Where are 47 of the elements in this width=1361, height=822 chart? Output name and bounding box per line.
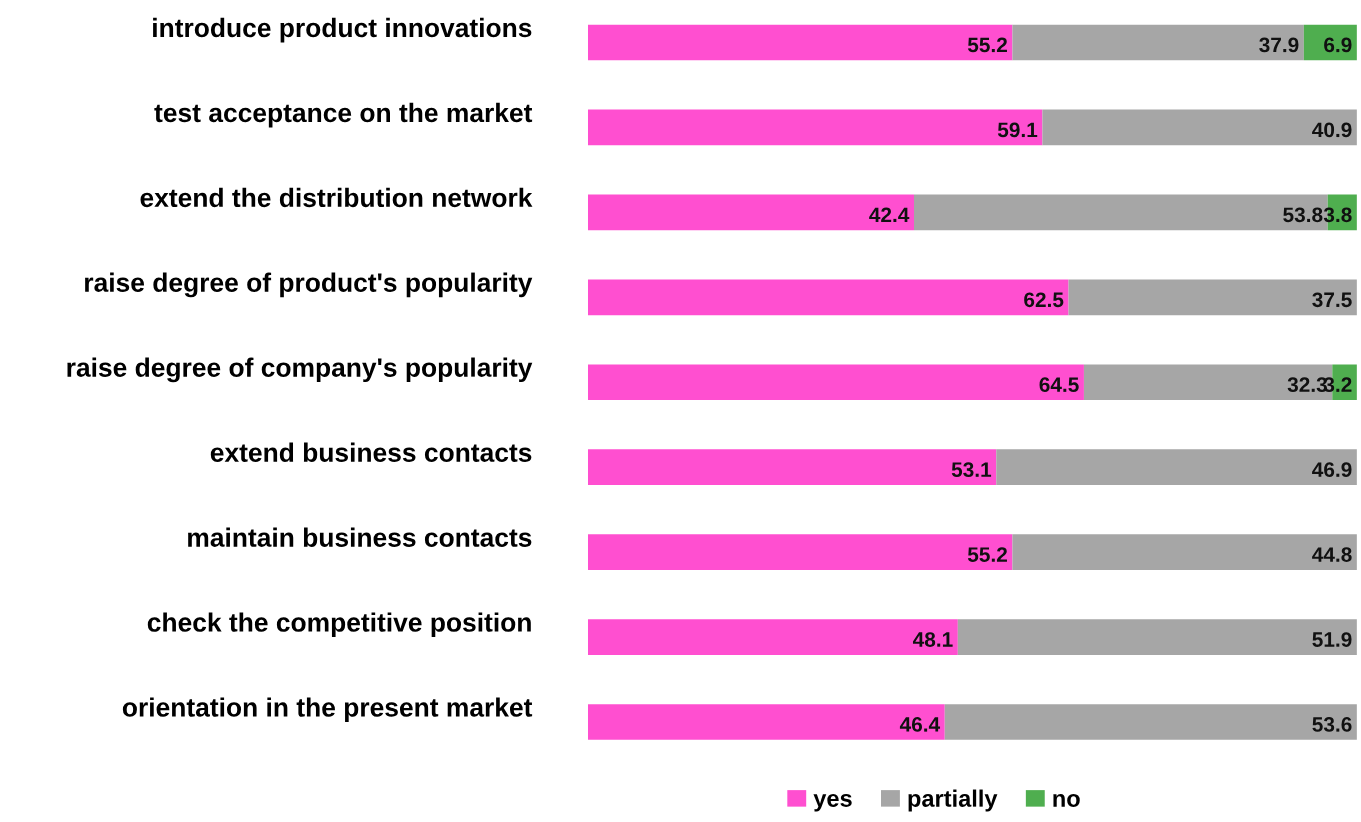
y-tick-label: maintain business contacts: [188, 527, 532, 547]
y-tick-label: extend the distribution network: [140, 187, 533, 208]
legend-label: no: [1053, 793, 1080, 807]
bar: [587, 619, 958, 655]
data-label: 46.4: [899, 717, 941, 732]
bar: [1042, 109, 1357, 146]
data-label: 59.1: [997, 122, 1038, 138]
bar: [944, 704, 1357, 740]
bar: [587, 109, 1043, 146]
bar: [957, 619, 1357, 655]
y-tick-label: orientation in the present market: [122, 697, 533, 722]
data-label: 6.9: [1324, 37, 1352, 53]
data-label: 40.9: [1312, 122, 1352, 138]
y-tick-label: test acceptance on the market: [154, 102, 533, 128]
bar: [1012, 534, 1357, 570]
data-label: 42.4: [869, 207, 910, 222]
data-label: 55.2: [967, 547, 1007, 562]
legend-label: partially: [908, 789, 998, 812]
y-tick-label: introduce product innovations: [153, 17, 532, 43]
data-label: 55.2: [967, 37, 1007, 53]
y-tick-label: raise degree of product's popularity: [85, 272, 533, 298]
data-label: 64.5: [1039, 377, 1079, 393]
bar: [587, 449, 997, 486]
data-label: 46.9: [1312, 462, 1352, 478]
bar: [1012, 24, 1304, 61]
bar: [587, 534, 1013, 570]
data-label: 37.5: [1312, 292, 1352, 308]
bar: [587, 279, 1069, 316]
bar: [587, 704, 945, 740]
y-tick-label: raise degree of company's popularity: [67, 357, 533, 383]
legend-label: yes: [813, 793, 852, 812]
bar: [587, 364, 1084, 401]
bar: [996, 449, 1357, 486]
data-label: 32.3: [1287, 377, 1327, 393]
y-tick-label: check the competitive position: [147, 612, 531, 638]
data-label: 53.8: [1283, 207, 1323, 223]
data-label: 62.5: [1024, 292, 1064, 308]
data-label: 44.8: [1312, 547, 1352, 562]
bar: [1068, 279, 1357, 316]
bar: [587, 194, 914, 231]
data-label: 51.9: [1312, 632, 1352, 647]
data-label: 53.6: [1312, 717, 1352, 732]
data-label: 48.1: [912, 632, 953, 647]
data-label: 37.9: [1259, 37, 1299, 53]
data-label: 53.1: [951, 462, 992, 478]
y-tick-label: extend business contacts: [210, 442, 532, 462]
bar: [587, 24, 1013, 61]
